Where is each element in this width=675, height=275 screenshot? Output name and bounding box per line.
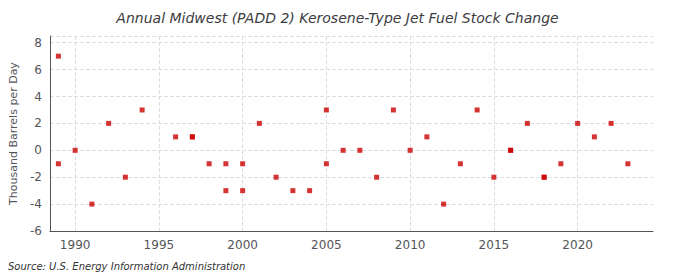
svg-text:-4: -4: [30, 197, 42, 211]
svg-text:4: 4: [34, 90, 42, 104]
svg-text:2015: 2015: [479, 238, 510, 252]
svg-text:2: 2: [34, 116, 42, 130]
svg-text:Source: U.S. Energy Informatio: Source: U.S. Energy Information Administ…: [8, 261, 245, 272]
svg-text:2005: 2005: [311, 238, 342, 252]
svg-text:Annual Midwest (PADD 2) Kerose: Annual Midwest (PADD 2) Kerosene-Type Je…: [115, 10, 558, 26]
svg-text:6: 6: [34, 63, 42, 77]
svg-text:2010: 2010: [395, 238, 426, 252]
svg-text:Thousand Barrels per Day: Thousand Barrels per Day: [7, 62, 20, 206]
svg-text:-6: -6: [30, 224, 42, 238]
svg-text:-2: -2: [30, 170, 42, 184]
svg-text:8: 8: [34, 36, 42, 50]
svg-text:0: 0: [34, 143, 42, 157]
svg-text:1995: 1995: [144, 238, 175, 252]
svg-text:2020: 2020: [562, 238, 593, 252]
svg-text:2000: 2000: [227, 238, 258, 252]
svg-text:1990: 1990: [60, 238, 91, 252]
